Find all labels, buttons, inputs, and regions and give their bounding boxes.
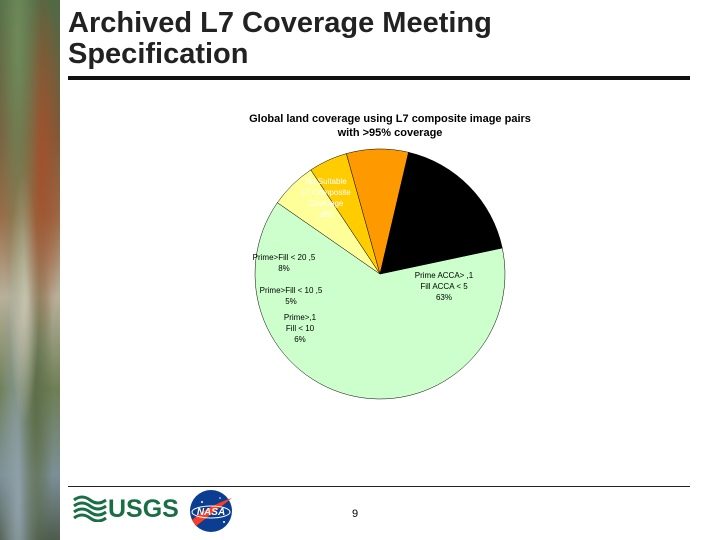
footer-divider bbox=[68, 486, 690, 487]
chart-title-line2: with >95% coverage bbox=[337, 127, 443, 139]
pie-slice-label-4: Prime>Fill < 20 ,5 8% bbox=[253, 253, 316, 273]
usgs-logo: USGS bbox=[73, 495, 179, 522]
pie-slice-1 bbox=[254, 202, 506, 400]
chart-title-line1: Global land coverage using L7 composite … bbox=[249, 113, 531, 125]
pie-slice-label-5: No Suitable L7 Composite Coverage 18% bbox=[301, 177, 351, 219]
pie-chart: Prime ACCA> ,1 Fill ACCA < 5 63% Prime>,1 Fi… bbox=[240, 104, 540, 409]
page-number: 9 bbox=[351, 508, 359, 520]
slide-title-line2: Specification bbox=[68, 38, 249, 70]
pie-slice-label-3: Prime>Fill < 10 ,5 5% bbox=[260, 286, 323, 306]
pie-slice-5 bbox=[379, 151, 503, 275]
nasa-logo-text: NASA bbox=[197, 507, 225, 518]
pie-slice-label-1: Prime ACCA> ,1 Fill ACCA < 5 63% bbox=[415, 271, 474, 302]
slide-title: Archived L7 Coverage Meeting Specificati… bbox=[68, 8, 688, 70]
title-divider bbox=[68, 76, 690, 80]
nasa-logo: NASA bbox=[190, 490, 232, 532]
slide-title-line1: Archived L7 Coverage Meeting bbox=[68, 7, 492, 39]
usgs-wave-icon bbox=[73, 495, 107, 522]
satellite-image-strip bbox=[0, 0, 60, 540]
pie-chart-svg: Prime ACCA> ,1 Fill ACCA < 5 63% Prime>,1 Fi… bbox=[253, 148, 506, 400]
usgs-logo-text: USGS bbox=[108, 495, 179, 522]
pie-slice-label-2: Prime>,1 Fill < 10 6% bbox=[284, 313, 317, 344]
chart-title: Global land coverage using L7 composite … bbox=[240, 112, 540, 140]
